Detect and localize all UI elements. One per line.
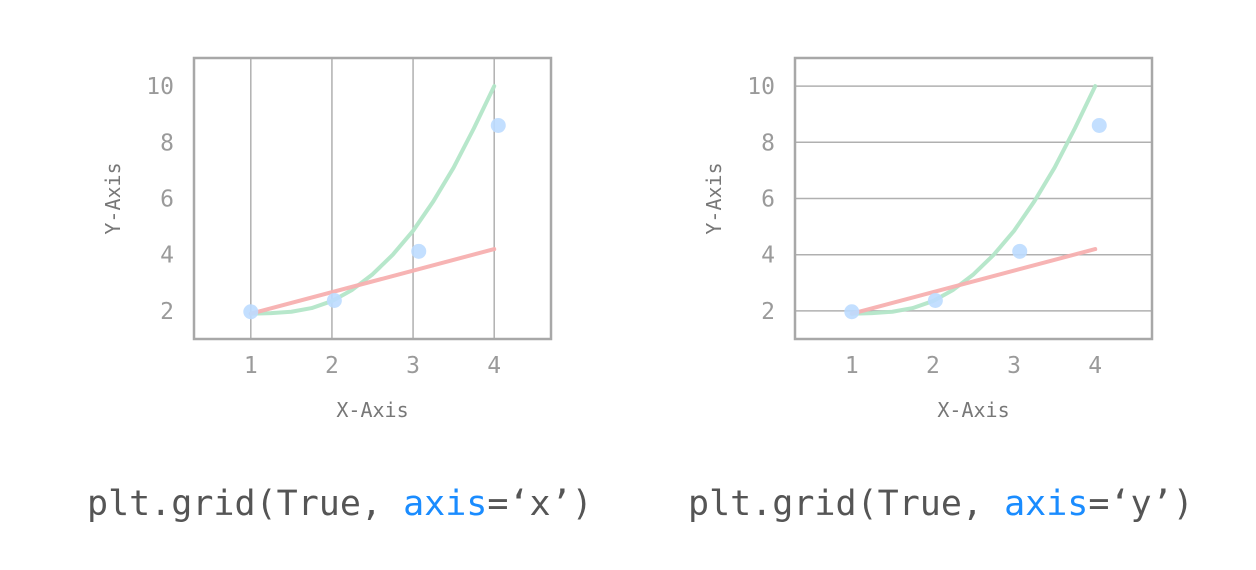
chart-panel-grid-y: 1 2 3 4 2 4 6 8 10 X-Axis Y-Axis plt.grid(True, ax… — [628, 0, 1256, 570]
x-tick-label: 4 — [487, 353, 501, 379]
x-tick-label: 2 — [926, 353, 940, 379]
data-point — [326, 293, 342, 309]
series-line — [248, 247, 497, 316]
y-tick-label: 10 — [747, 74, 775, 100]
data-point — [927, 293, 943, 309]
data-point — [844, 304, 860, 320]
x-axis-title: X-Axis — [336, 398, 408, 422]
plot-frame — [192, 56, 553, 341]
series-curve — [849, 84, 1098, 316]
chart-panel-grid-x: 1 2 3 4 2 4 6 8 10 X-Axis Y-Axis plt.grid(True, ax… — [87, 56, 593, 524]
series-line — [849, 247, 1098, 316]
caption-prefix: plt.grid(True, — [87, 484, 404, 524]
data-point — [1091, 117, 1107, 133]
y-tick-label: 8 — [160, 130, 174, 156]
x-tick-label: 4 — [1088, 353, 1102, 379]
x-tick-label: 1 — [244, 353, 258, 379]
chart-grid-x: 1 2 3 4 2 4 6 8 10 X-Axis Y-Axis — [101, 56, 553, 422]
y-tick-label: 10 — [146, 74, 174, 100]
y-tick-label: 6 — [160, 187, 174, 213]
y-tick-label: 8 — [761, 130, 775, 156]
y-tick-label: 4 — [761, 243, 775, 269]
data-point — [490, 117, 506, 133]
caption-prefix: plt.grid(True, — [688, 484, 1005, 524]
code-caption-grid-y: plt.grid(True, axis=‘y’) — [688, 484, 1194, 524]
y-tick-label: 4 — [160, 243, 174, 269]
caption-keyword: axis — [1004, 484, 1089, 524]
y-axis-title: Y-Axis — [101, 162, 125, 234]
y-tick-label: 2 — [761, 299, 775, 325]
y-tick-label: 6 — [761, 187, 775, 213]
caption-keyword: axis — [403, 484, 488, 524]
chart-grid-y: 1 2 3 4 2 4 6 8 10 X-Axis Y-Axis — [702, 56, 1154, 422]
data-point — [1012, 243, 1028, 259]
y-axis-title: Y-Axis — [702, 162, 726, 234]
data-point — [243, 304, 259, 320]
x-axis-title: X-Axis — [937, 398, 1009, 422]
series-curve — [248, 84, 497, 316]
plot-frame — [793, 56, 1154, 341]
x-tick-label: 3 — [1007, 353, 1021, 379]
caption-suffix: =‘x’) — [487, 484, 593, 524]
x-tick-label: 2 — [325, 353, 339, 379]
data-point — [411, 243, 427, 259]
x-tick-label: 1 — [845, 353, 859, 379]
code-caption-grid-x: plt.grid(True, axis=‘x’) — [87, 484, 593, 524]
caption-suffix: =‘y’) — [1088, 484, 1194, 524]
y-tick-label: 2 — [160, 299, 174, 325]
x-tick-label: 3 — [406, 353, 420, 379]
